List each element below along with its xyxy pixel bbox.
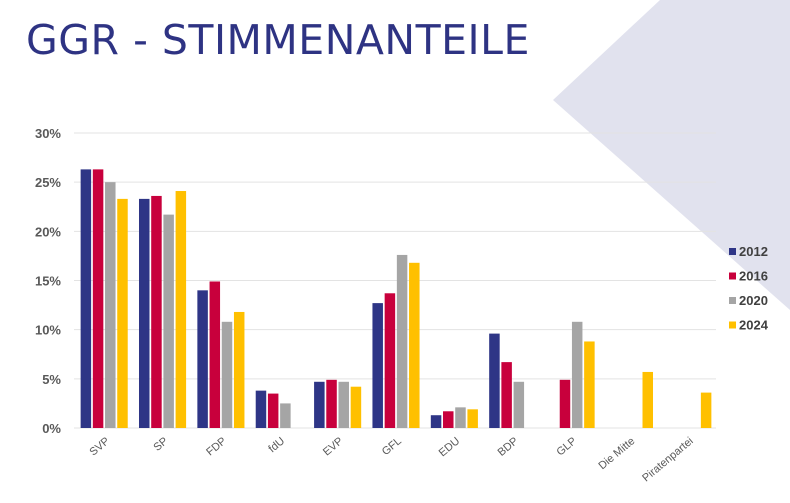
bar-evp-2012 — [314, 381, 325, 428]
bar-bdp-2020 — [513, 381, 525, 428]
legend-swatch-2020 — [729, 297, 736, 304]
legend: 2012 2016 2020 2024 — [729, 244, 769, 333]
bar-gfl-2024 — [409, 262, 420, 428]
y-tick-label: 15% — [35, 274, 61, 289]
bar-fdp-2024 — [233, 311, 245, 428]
x-tick-label: FDP — [204, 435, 229, 458]
bar-svp-2020 — [105, 182, 116, 428]
y-tick-label: 10% — [35, 323, 61, 338]
x-tick-label: SP — [152, 435, 171, 454]
y-tick-label: 30% — [35, 126, 61, 141]
y-axis-ticks: 0% 5% 10% 15% 20% 25% 30% — [35, 126, 61, 436]
bar-glp-2020 — [571, 321, 583, 428]
bar-evp-2020 — [338, 381, 349, 428]
legend-label: 2020 — [739, 293, 768, 308]
bar-bdp-2012 — [489, 333, 500, 428]
bar-gfl-2012 — [372, 303, 383, 428]
bar-evp-2024 — [350, 386, 362, 428]
bar-fdu-2020 — [280, 403, 291, 428]
bar-sp-2016 — [151, 195, 162, 428]
bar-bdp-2016 — [501, 362, 512, 428]
bar-sp-2020 — [163, 214, 174, 428]
legend-label: 2016 — [739, 269, 768, 284]
bar-fdp-2020 — [221, 321, 233, 428]
bar-gfl-2020 — [396, 254, 408, 428]
x-tick-label: BDP — [496, 435, 521, 459]
x-tick-label: Piratenpartei — [640, 435, 695, 484]
bar-edu-2024 — [467, 409, 478, 428]
bar-edu-2016 — [443, 411, 454, 428]
legend-label: 2012 — [739, 244, 768, 259]
x-tick-label: Die Mitte — [596, 435, 637, 472]
y-tick-label: 20% — [35, 224, 61, 239]
legend-swatch-2024 — [729, 321, 736, 329]
page-title: GGR - STIMMENANTEILE — [26, 16, 530, 64]
x-tick-label: SVP — [88, 435, 113, 458]
legend-swatch-2012 — [729, 248, 736, 255]
bar-glp-2016 — [559, 379, 571, 428]
x-tick-label: GFL — [380, 435, 404, 458]
bar-die-mitte-2024 — [642, 371, 654, 428]
bar-fdp-2016 — [209, 281, 221, 428]
x-tick-label: GLP — [554, 435, 579, 458]
bars — [80, 169, 712, 428]
background-chevron-shape — [553, 0, 790, 310]
bar-svp-2024 — [117, 198, 128, 428]
bar-sp-2012 — [138, 198, 150, 428]
bar-svp-2016 — [92, 169, 104, 428]
x-axis-labels: SVP SP FDP fdU EVP GFL EDU BDP GLP Die Mitte Pirat… — [88, 435, 696, 484]
bar-sp-2024 — [175, 191, 187, 428]
y-tick-label: 25% — [35, 175, 61, 190]
bar-edu-2020 — [455, 407, 466, 428]
bar-gfl-2016 — [384, 293, 396, 428]
x-tick-label: EDU — [437, 435, 463, 459]
bar-evp-2016 — [326, 379, 337, 428]
bar-piratenpartei-2024 — [700, 392, 712, 428]
y-tick-label: 5% — [42, 372, 61, 387]
y-tick-label: 0% — [42, 421, 61, 436]
legend-label: 2024 — [739, 318, 769, 333]
bar-edu-2012 — [430, 415, 442, 428]
bar-fdp-2012 — [197, 290, 208, 428]
legend-swatch-2016 — [729, 272, 736, 280]
bar-fdu-2012 — [255, 390, 267, 428]
x-tick-label: EVP — [321, 435, 346, 458]
x-tick-label: fdU — [266, 435, 287, 455]
bar-svp-2012 — [80, 169, 92, 428]
bar-fdu-2016 — [267, 393, 279, 428]
bar-glp-2024 — [584, 341, 595, 428]
